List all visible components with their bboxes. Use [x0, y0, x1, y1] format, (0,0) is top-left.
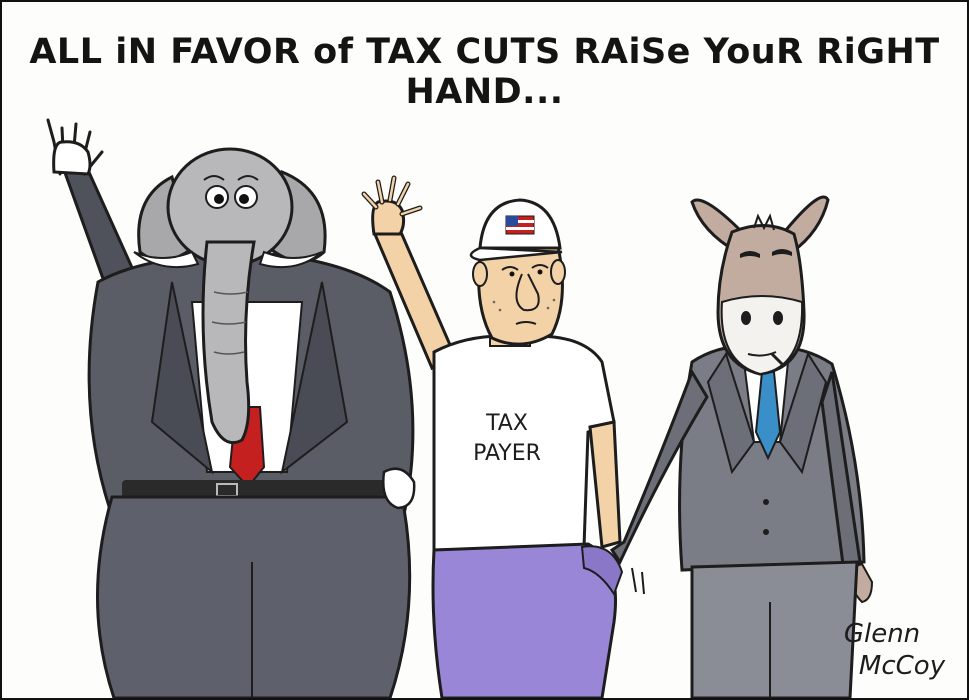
flag-icon	[505, 215, 535, 235]
shirt-text-line1: TAX	[485, 411, 528, 436]
artist-signature: Glenn McCoy	[844, 619, 946, 681]
taxpayer-raised-hand	[361, 175, 423, 236]
shirt-text-line2: PAYER	[473, 441, 541, 466]
signature-line1: Glenn	[844, 619, 920, 649]
signature-line2: McCoy	[859, 651, 946, 681]
caption-title: ALL iN FAVOR of TAX CUTS RAiSe YouR RiGH…	[29, 32, 940, 112]
elephant-raised-hand	[46, 118, 104, 176]
donkey-figure	[609, 195, 874, 698]
elephant-figure	[46, 118, 416, 698]
taxpayer-figure: TAX PAYER	[361, 175, 645, 698]
